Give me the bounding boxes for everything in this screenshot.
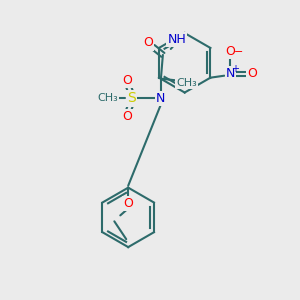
Text: NH: NH (167, 32, 186, 46)
Text: N: N (226, 67, 235, 80)
Text: CH₃: CH₃ (97, 94, 118, 103)
Text: O: O (143, 37, 153, 50)
Text: O: O (122, 74, 132, 87)
Text: N: N (156, 92, 166, 105)
Text: O: O (225, 45, 235, 58)
Text: S: S (127, 92, 136, 106)
Text: O: O (122, 110, 132, 123)
Text: O: O (123, 197, 133, 210)
Text: O: O (247, 67, 257, 80)
Text: −: − (233, 47, 243, 57)
Text: +: + (231, 64, 239, 74)
Text: CH₃: CH₃ (176, 78, 197, 88)
